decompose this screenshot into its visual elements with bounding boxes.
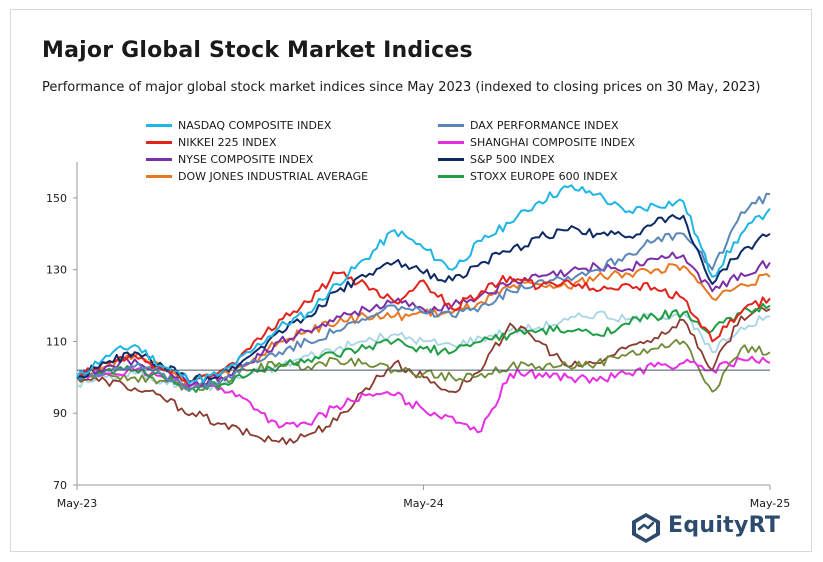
y-tick-label: 90	[53, 407, 67, 420]
legend-label: STOXX EUROPE 600 INDEX	[470, 170, 618, 183]
legend-label: SHANGHAI COMPOSITE INDEX	[470, 136, 636, 149]
series-line	[76, 355, 771, 434]
equityrt-logo: EquityRT	[630, 509, 800, 545]
legend-swatch	[146, 158, 172, 161]
legend-swatch	[438, 158, 464, 161]
chart-card	[10, 9, 812, 552]
y-tick-label: 150	[46, 192, 67, 205]
x-tick-label: May-25	[750, 497, 791, 510]
series-line	[76, 192, 771, 392]
legend-label: NASDAQ COMPOSITE INDEX	[178, 119, 332, 132]
series-line	[76, 214, 771, 384]
legend-swatch	[146, 141, 172, 144]
series-line	[76, 306, 771, 446]
legend-swatch	[146, 175, 172, 178]
equityrt-logo-icon	[632, 513, 660, 543]
legend-label: S&P 500 INDEX	[470, 153, 555, 166]
legend-swatch	[146, 124, 172, 127]
x-tick-label: May-24	[403, 497, 444, 510]
y-tick-label: 130	[46, 264, 67, 277]
legend-label: NIKKEI 225 INDEX	[178, 136, 277, 149]
series-line	[76, 184, 771, 385]
chart-title: Major Global Stock Market Indices	[42, 38, 473, 63]
legend-label: NYSE COMPOSITE INDEX	[178, 153, 314, 166]
series-line	[76, 271, 771, 385]
legend-swatch	[438, 141, 464, 144]
series-line	[76, 251, 771, 387]
legend-swatch	[438, 124, 464, 127]
legend-label: DOW JONES INDUSTRIAL AVERAGE	[178, 170, 369, 183]
x-tick-label: May-23	[57, 497, 98, 510]
chart-subtitle: Performance of major global stock market…	[42, 80, 761, 95]
equityrt-logo-text: EquityRT	[668, 513, 781, 538]
y-tick-label: 70	[53, 479, 67, 492]
legend-swatch	[438, 175, 464, 178]
legend-label: DAX PERFORMANCE INDEX	[470, 119, 619, 132]
y-tick-label: 110	[46, 335, 67, 348]
